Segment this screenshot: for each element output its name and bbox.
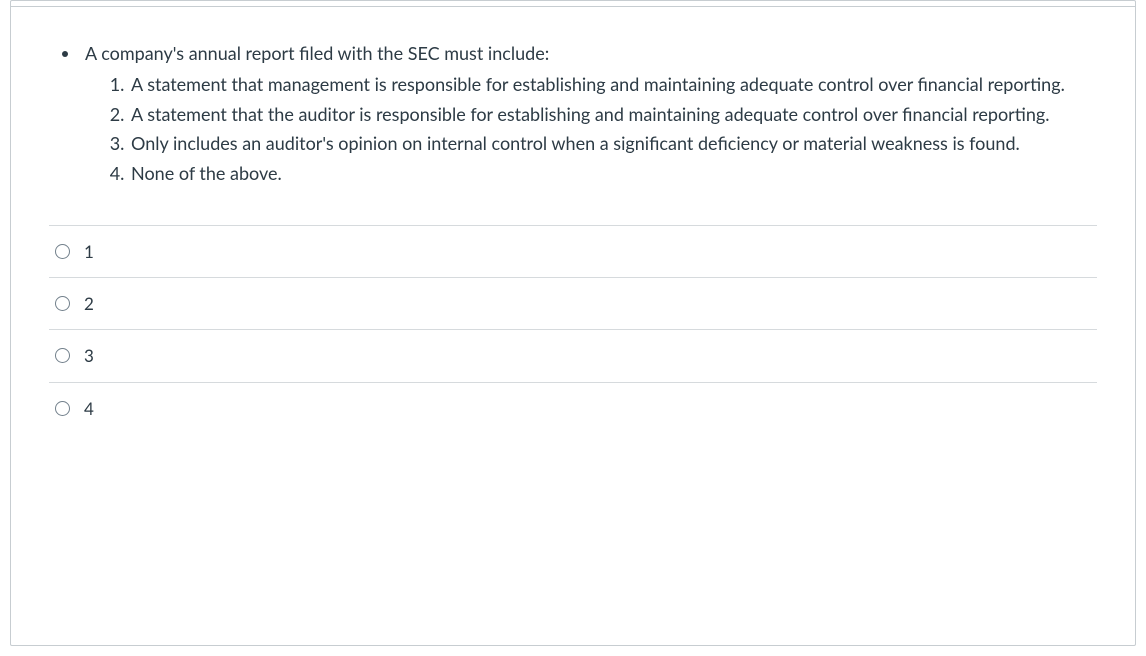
question-body: A company's annual report filed with the… (11, 7, 1135, 197)
quiz-page: A company's annual report filed with the… (0, 0, 1146, 656)
question-option-3: Only includes an auditor's opinion on in… (129, 129, 1093, 158)
question-option-1: A statement that management is responsib… (129, 70, 1093, 99)
answer-row-2[interactable]: 2 (49, 277, 1097, 329)
answer-label-4: 4 (84, 395, 94, 422)
radio-icon[interactable] (55, 244, 70, 259)
question-bullet-list: A company's annual report filed with the… (53, 39, 1093, 188)
question-bullet-item: A company's annual report filed with the… (81, 39, 1093, 188)
question-card: A company's annual report filed with the… (10, 0, 1136, 646)
question-option-4: None of the above. (129, 159, 1093, 188)
answer-label-3: 3 (84, 342, 94, 369)
radio-icon[interactable] (55, 296, 70, 311)
question-option-2: A statement that the auditor is responsi… (129, 100, 1093, 129)
radio-icon[interactable] (55, 401, 70, 416)
answer-row-3[interactable]: 3 (49, 329, 1097, 381)
answer-list: 1 2 3 4 (49, 225, 1097, 434)
answer-label-1: 1 (84, 238, 94, 265)
question-numbered-list: A statement that management is responsib… (85, 70, 1093, 188)
question-stem: A company's annual report filed with the… (85, 42, 549, 64)
answer-label-2: 2 (84, 290, 94, 317)
radio-icon[interactable] (55, 348, 70, 363)
answer-row-1[interactable]: 1 (49, 225, 1097, 277)
answer-row-4[interactable]: 4 (49, 382, 1097, 434)
